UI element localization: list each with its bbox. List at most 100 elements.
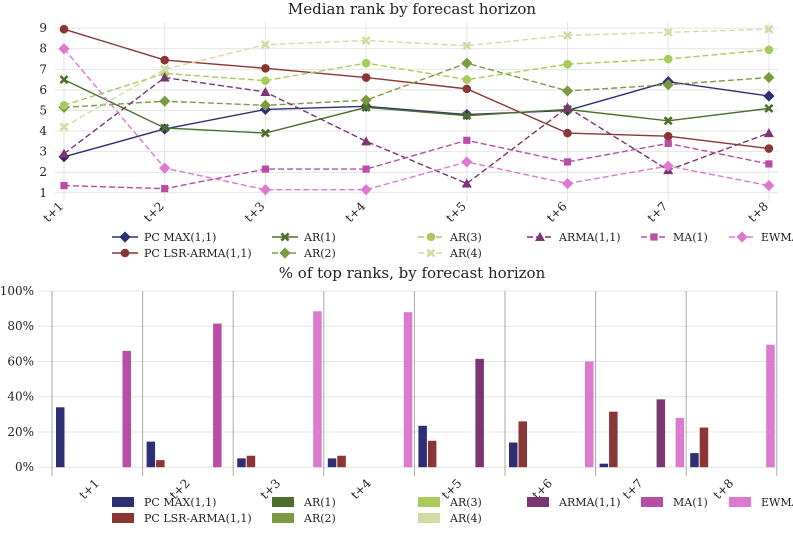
line-point (462, 111, 472, 121)
line-point (159, 72, 170, 82)
line-series-path (63, 139, 770, 190)
bar-chart-axes: 0%20%40%60%80%100%t+1 t+2 t+3 t+4 t+5 t+6 t+7 t… (0, 284, 736, 502)
line-point (662, 160, 674, 172)
line-point (462, 84, 472, 94)
line-legend-marker (650, 233, 658, 241)
line-legend-label: ARMA(1,1) (558, 231, 621, 244)
bar (766, 344, 775, 468)
line-point (463, 136, 471, 144)
line-legend-label: AR(3) (449, 231, 482, 244)
bar (156, 460, 165, 468)
bar-y-tick-label: 40% (7, 390, 34, 404)
line-series-path (63, 48, 770, 191)
line-point (462, 41, 472, 51)
line-point (663, 116, 673, 126)
line-y-tick-label: 5 (39, 103, 47, 117)
line-y-tick-label: 9 (39, 21, 47, 35)
bar-chart-legend: PC MAX(1,1) PC LSR-ARMA(1,1) AR(1) AR(2) AR(… (112, 496, 793, 525)
line-point (561, 177, 574, 190)
line-legend-label: MA(1) (673, 231, 708, 244)
line-legend-item-ar-3: AR(3) (418, 231, 482, 244)
line-point (763, 90, 775, 102)
bar-legend-label: MA(1) (673, 496, 708, 509)
bar-x-tick-label: t+1 (76, 476, 102, 502)
line-chart-title: Median rank by forecast horizon (288, 0, 537, 18)
bar (56, 407, 65, 468)
line-legend-marker (279, 247, 291, 259)
line-legend-marker (120, 248, 130, 258)
line-point (59, 24, 69, 34)
line-point (261, 63, 270, 73)
line-x-tick-label: t+5 (443, 199, 469, 225)
bar-legend-label: PC LSR-ARMA(1,1) (144, 512, 252, 525)
line-point (563, 59, 572, 69)
line-point (562, 102, 573, 112)
line-legend-label: PC MAX(1,1) (144, 231, 216, 244)
bar-legend-swatch (112, 513, 134, 523)
line-point (259, 99, 271, 111)
line-legend-item-ar-4: AR(4) (418, 247, 482, 260)
bar-legend-item-ar-1: AR(1) (272, 496, 336, 509)
bar-legend-item-ma-1: MA(1) (641, 496, 708, 509)
line-point (361, 73, 371, 82)
bar (609, 411, 618, 468)
bar-legend-item-ar-3: AR(3) (418, 496, 482, 509)
line-point (664, 139, 672, 147)
bar-series-ewma (313, 311, 775, 468)
line-point (765, 160, 773, 168)
line-series-ewma (58, 43, 775, 196)
bar-legend-label: PC MAX(1,1) (144, 496, 216, 509)
line-y-tick-label: 4 (39, 124, 47, 138)
bar-legend-swatch (272, 497, 294, 507)
line-series-path (63, 78, 769, 134)
line-point (261, 165, 269, 173)
line-x-tick-label: t+8 (745, 199, 771, 225)
line-point (160, 64, 170, 74)
line-chart-series (58, 24, 775, 196)
bar (675, 417, 685, 468)
line-point (361, 58, 371, 68)
line-series-path (63, 49, 769, 106)
bar-series-pc-lsr-arma-1-1 (156, 411, 709, 468)
bar-y-tick-label: 20% (7, 425, 34, 439)
line-point (663, 27, 673, 37)
bar-legend-item-arma-1-1: ARMA(1,1) (527, 496, 621, 509)
line-point (260, 128, 270, 138)
line-legend-marker (426, 232, 436, 242)
bar-legend-item-ewma: EWMA (729, 496, 793, 509)
line-point (161, 185, 169, 193)
line-legend-item-ar-1: AR(1) (272, 231, 336, 244)
line-series-path (63, 80, 769, 158)
line-point (763, 128, 774, 138)
line-legend-item-ma-1: MA(1) (641, 231, 708, 244)
bar (690, 453, 699, 468)
line-legend-item-pc-max-1-1: PC MAX(1,1) (112, 231, 216, 244)
line-point (663, 54, 673, 64)
bar-legend-label: AR(1) (303, 496, 336, 509)
bar (585, 361, 594, 468)
line-x-tick-label: t+6 (544, 199, 570, 225)
line-point (361, 35, 371, 46)
line-point (361, 102, 371, 112)
bar (327, 458, 337, 468)
line-point (58, 43, 70, 55)
line-series-ar-4 (59, 24, 774, 132)
line-legend-label: PC LSR-ARMA(1,1) (144, 247, 252, 260)
line-point (462, 75, 472, 84)
bar (237, 458, 246, 468)
bar (146, 441, 156, 468)
bar-y-tick-label: 60% (7, 354, 34, 368)
line-point (361, 136, 372, 146)
bar-chart-bars (56, 311, 775, 468)
line-point (563, 158, 572, 166)
line-x-tick-label: t+3 (242, 199, 268, 225)
line-x-tick-label: t+2 (141, 199, 167, 225)
line-y-tick-label: 7 (39, 62, 47, 76)
line-legend-item-pc-lsr-arma-1-1: PC LSR-ARMA(1,1) (112, 247, 252, 260)
line-series-path (63, 28, 769, 150)
line-point (763, 180, 775, 192)
line-series-pc-lsr-arma-1-1 (59, 24, 774, 153)
bar-legend-label: AR(3) (449, 496, 482, 509)
